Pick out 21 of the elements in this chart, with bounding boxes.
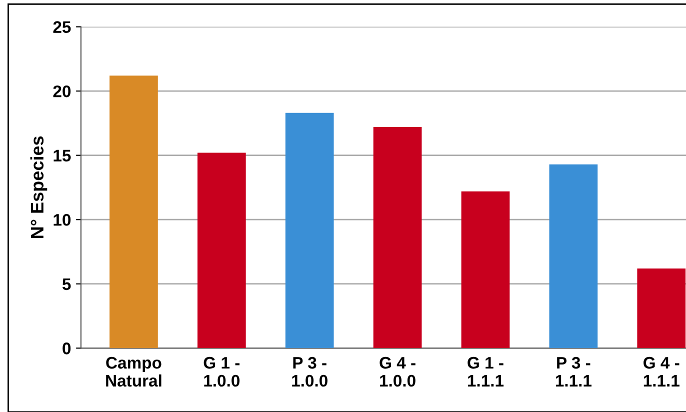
x-tick-label: G 4 - 1.0.0 [380, 356, 416, 387]
bar [637, 268, 686, 348]
y-tick-label: 15 [54, 150, 71, 162]
x-tick-label: P 3 - 1.0.0 [292, 356, 328, 387]
x-tick-label: G 1 - 1.0.0 [204, 356, 240, 387]
bar [285, 112, 334, 348]
y-tick-label: 25 [53, 21, 71, 33]
y-axis-title: N° Especies [30, 136, 48, 238]
bar [110, 76, 158, 348]
x-tick-label: G 1 - 1.1.1 [468, 356, 504, 387]
bar [461, 191, 510, 348]
bar [197, 152, 246, 348]
x-tick-label: Campo Natural [106, 356, 162, 387]
x-tick-label: G 4 - 1.1.1 [644, 356, 680, 387]
bar [373, 127, 422, 348]
bar [549, 164, 598, 348]
y-tick-label: 10 [54, 214, 71, 226]
y-tick-label: 0 [62, 342, 71, 354]
x-tick-label: P 3 - 1.1.1 [556, 356, 592, 387]
y-tick-label: 20 [53, 85, 71, 98]
y-tick-label: 5 [62, 278, 71, 290]
